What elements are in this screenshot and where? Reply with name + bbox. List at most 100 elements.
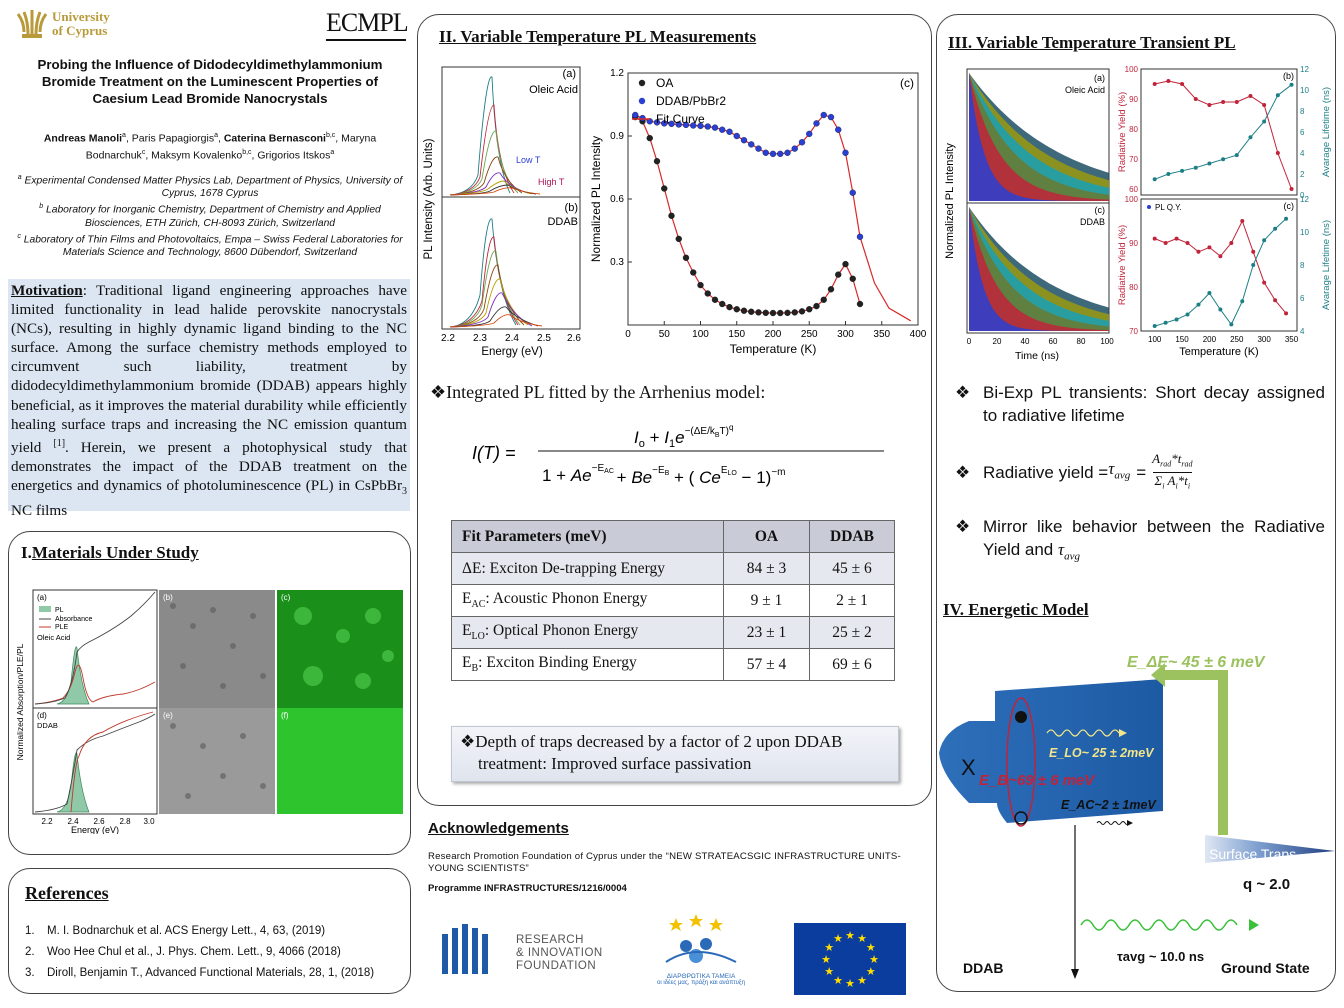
ry-point — [1284, 311, 1289, 316]
legend-pl: PL — [55, 607, 64, 614]
bullet-item: ❖ Mirror like behavior between the Radia… — [955, 515, 1325, 568]
sample-oa-label: Oleic Acid — [37, 633, 70, 642]
university-name-line1: University — [52, 9, 110, 24]
ry-point — [1163, 241, 1168, 245]
tem-image-oa — [159, 590, 275, 708]
table-row: EB: Exciton Binding Energy 57 ± 4 69 ± 6 — [451, 648, 895, 681]
lifetime-point — [1218, 307, 1223, 312]
ddab-point — [740, 137, 748, 144]
ry-point — [1152, 236, 1157, 241]
table-cell: ΔE: Exciton De-trapping Energy — [451, 552, 724, 585]
table-row: ELO: Optical Phonon Energy 23 ± 1 25 ± 2 — [451, 616, 895, 649]
transient-xtick: 20 — [993, 337, 1002, 346]
table-cell: 23 ± 1 — [723, 616, 810, 649]
lifetime-point — [1207, 291, 1212, 296]
affiliations: a Experimental Condensed Matter Physics … — [14, 171, 406, 259]
ry-ytick: 90 — [1129, 95, 1138, 104]
eu-star-icon: ★ — [824, 942, 834, 954]
ack-programme: Programme INFRASTRUCTURES/1216/0004 — [428, 883, 627, 894]
author-affiliation-mark: a — [122, 132, 126, 139]
vt-spectra-figure: (a) Oleic Acid Low T High T (b) DDAB 2.2… — [420, 65, 584, 365]
poster-title: Probing the Influence of Didodecyldimeth… — [37, 57, 383, 106]
norm-pl-chart: 0 50 100 150 200 250 300 350 400 0.3 0.6 0.9 1.2 Temp… — [588, 65, 928, 365]
lifetime-ytick: 6 — [1300, 294, 1305, 303]
ddab-point — [755, 145, 762, 152]
mat-xtick: 2.2 — [41, 817, 53, 826]
svg-text:I(T) =: I(T) = — [472, 443, 516, 463]
mat-xtick: 3.0 — [143, 817, 155, 826]
lifetime-ytick: 8 — [1300, 261, 1305, 270]
ac-phonon-wave — [1096, 821, 1130, 825]
lifetime-point — [1262, 119, 1267, 124]
lifetime-point — [1163, 320, 1168, 325]
ry-xlabel: Temperature (K) — [1179, 346, 1258, 358]
ry-point — [1193, 97, 1198, 101]
oa-point — [748, 308, 755, 315]
oa-point — [762, 309, 769, 316]
transient-xtick: 80 — [1077, 337, 1086, 346]
conclusion-box: ❖Depth of traps decreased by a factor of… — [451, 726, 899, 782]
oa-point — [791, 309, 798, 316]
ddab-point — [675, 121, 682, 128]
ry-point — [1229, 241, 1234, 245]
bullet-item: ❖ Bi-Exp PL transients: Short decay assi… — [955, 383, 1325, 425]
low-t-label: Low T — [516, 155, 541, 165]
author-name: Grigorios Itskos — [257, 149, 331, 161]
sample-ddab-label: DDAB — [37, 721, 58, 730]
lifetime-point — [1240, 299, 1245, 304]
oa-point — [835, 271, 842, 278]
ry-xtick: 200 — [1203, 335, 1217, 344]
ddab-point — [748, 141, 755, 148]
legend-plqy-marker — [1147, 205, 1151, 209]
ry-xtick: 250 — [1230, 335, 1244, 344]
authors: Andreas Manolia, Paris Papagiorgisa, Cat… — [43, 132, 377, 161]
motivation-text: : Traditional ligand engineering approac… — [11, 282, 407, 456]
ry-point — [1251, 249, 1256, 254]
eu-star-icon: ★ — [857, 975, 867, 987]
table-cell: 57 ± 4 — [723, 648, 810, 681]
ddab-point — [784, 149, 791, 156]
eu-star-icon: ★ — [833, 933, 843, 945]
panel-b-label: (b) — [163, 593, 173, 602]
ry-panel-label: (c) — [1284, 201, 1295, 211]
ry-ytick: 70 — [1129, 155, 1138, 164]
oa-point — [849, 275, 856, 282]
eac-label: E_AC~2 ± 1meV — [1061, 798, 1157, 812]
ry-xtick: 350 — [1285, 335, 1299, 344]
legend-oa: OA — [656, 76, 673, 90]
ry-ytick: 90 — [1129, 239, 1138, 248]
table-cell: EB: Exciton Binding Energy — [451, 648, 724, 681]
surface-traps-label: Surface Traps — [1209, 846, 1296, 862]
motivation-sub: 3 — [402, 486, 407, 498]
ry-point — [1275, 151, 1280, 155]
oa-point — [777, 309, 784, 317]
lifetime-ytick: 4 — [1300, 149, 1305, 158]
motivation-cite: [1] — [53, 437, 66, 449]
rif-line: RESEARCH — [516, 934, 584, 946]
ddab-point — [653, 119, 661, 126]
spectra-xtick: 2.5 — [537, 333, 551, 344]
ddab-point — [726, 128, 733, 135]
ry-ytick: 70 — [1129, 327, 1138, 336]
ry-point — [1207, 245, 1212, 250]
lifetime-point — [1273, 226, 1278, 231]
lifetime-point — [1207, 161, 1212, 166]
ddab-point — [791, 145, 798, 152]
acknowledgements: Acknowledgements Research Promotion Foun… — [428, 820, 924, 1000]
lifetime-point — [1174, 317, 1179, 322]
spectra-xlabel: Energy (eV) — [481, 346, 543, 358]
lifetime-point — [1248, 135, 1253, 140]
spectra-sample-ddab: DDAB — [547, 216, 578, 228]
table-header: OA — [723, 520, 810, 553]
lab-logo-text: ECMPL — [326, 8, 409, 37]
panel-c-label: (c) — [281, 593, 291, 602]
reference-item: 1. M. I. Bodnarchuk et al. ACS Energy Let… — [25, 925, 326, 937]
ddab-point — [798, 139, 806, 146]
lifetime-point — [1275, 93, 1280, 98]
oa-point — [646, 134, 653, 142]
ddab-point — [806, 130, 813, 138]
greek-line: ΔΙΑΡΘΡΩΤΙΚΑ ΤΑΜΕΙΑ — [666, 973, 736, 980]
ddab-point — [704, 123, 711, 130]
rif-line: & INNOVATION — [516, 947, 603, 959]
oa-point — [704, 290, 711, 297]
